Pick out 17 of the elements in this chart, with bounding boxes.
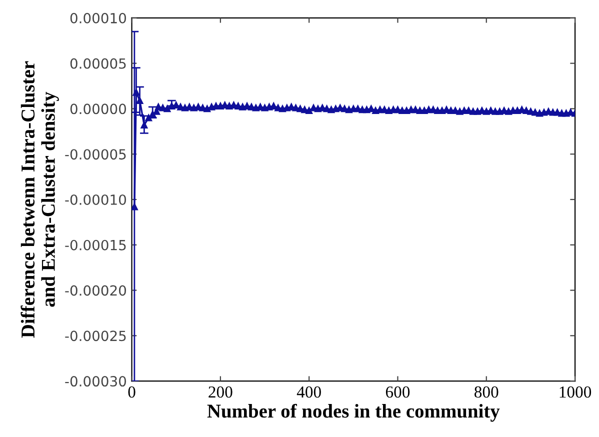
y-tick-label: -0.00005 (65, 149, 126, 160)
x-tick-label: 400 (296, 386, 321, 398)
y-tick-label: -0.00015 (65, 240, 126, 250)
y-tick-label: -0.00025 (65, 330, 126, 342)
y-axis-title: Difference betwenn Intra-Cluster and Extra-Cluster density (20, 61, 59, 338)
x-tick-label: 800 (474, 386, 498, 398)
x-axis-title: Number of nodes in the community (207, 404, 500, 422)
y-tick-label: 0.00000 (70, 104, 126, 114)
x-tick-label: 1000 (560, 386, 592, 398)
y-tick-label: -0.00020 (65, 285, 126, 296)
x-tick-label: 600 (386, 386, 410, 398)
y-tick-label: -0.00030 (65, 376, 126, 387)
y-tick-label: 0.00010 (70, 12, 126, 24)
y-tick-label: 0.00005 (70, 58, 126, 69)
x-tick-label: 0 (128, 386, 136, 398)
x-tick-label: 200 (208, 386, 232, 398)
y-tick-label: -0.00010 (65, 194, 126, 205)
